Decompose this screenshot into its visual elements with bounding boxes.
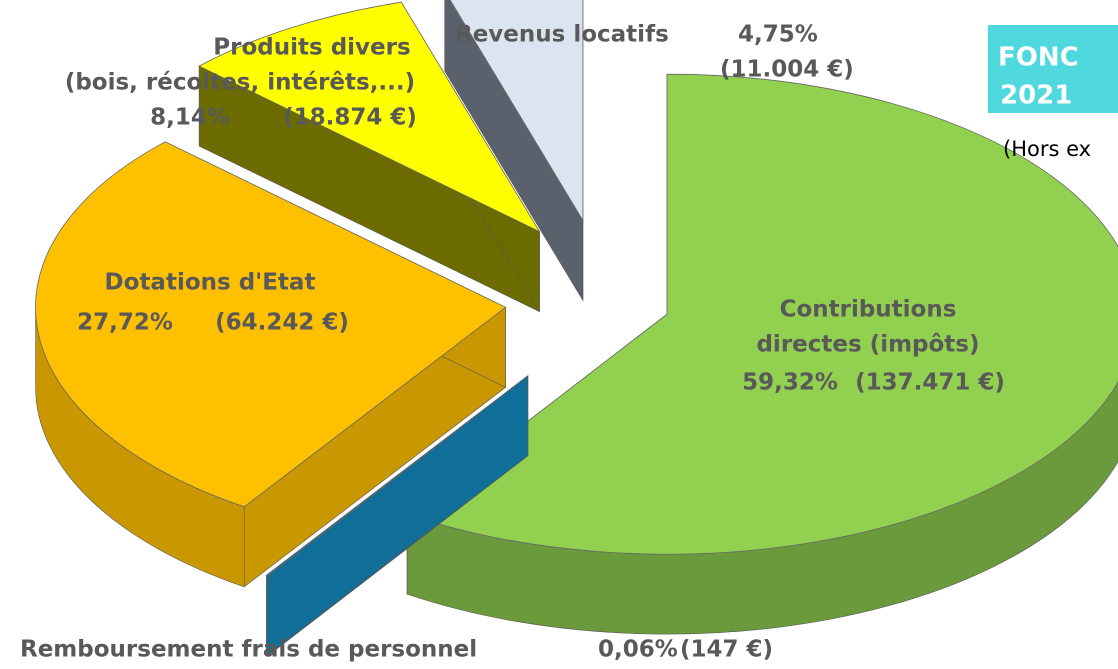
amount-label: (18.874 €) [283, 105, 417, 131]
slice-label: Dotations d'Etat [105, 270, 316, 296]
value-label: 8,14% [150, 105, 230, 131]
value-label: 27,72% [77, 310, 173, 336]
header-line: 2021 [1000, 81, 1072, 111]
slice [35, 141, 507, 508]
amount-label: (147 €) [680, 637, 773, 663]
slice-label: directes (impôts) [756, 332, 979, 358]
value-label: 0,06% [598, 637, 678, 663]
amount-label: (137.471 €) [855, 370, 1005, 396]
slice-label: Produits divers [213, 35, 410, 61]
amount-label: (11.004 €) [720, 57, 854, 83]
slice [406, 73, 1118, 555]
header-note: (Hors ex [1003, 137, 1091, 161]
slice-label: Remboursement frais de personnel [20, 637, 477, 663]
amount-label: (64.242 €) [215, 310, 349, 336]
slice [198, 1, 541, 233]
header-box [988, 25, 1118, 113]
pie [35, 0, 1118, 657]
header-line: FONC [998, 43, 1079, 73]
slice [265, 375, 529, 577]
slice-label: Revenus locatifs [455, 22, 669, 48]
slice-label: Contributions [780, 297, 957, 323]
slice [449, 0, 584, 222]
value-label: 59,32% [742, 370, 838, 396]
value-label: 4,75% [738, 22, 818, 48]
slice-label: (bois, récoltes, intérêts,...) [65, 70, 415, 96]
